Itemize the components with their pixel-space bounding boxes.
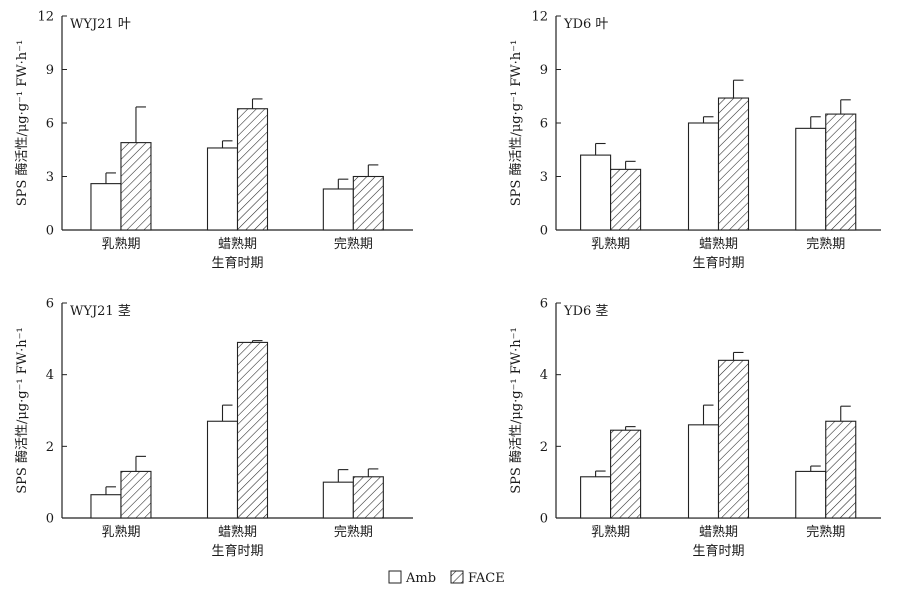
legend-swatch-amb <box>388 570 402 584</box>
y-tick-label: 0 <box>540 224 548 239</box>
x-tick-label: 蜡熟期 <box>699 524 738 540</box>
bar-face <box>825 420 857 519</box>
x-tick-label: 蜡熟期 <box>218 236 257 252</box>
y-tick-label: 0 <box>46 512 54 527</box>
y-tick-label: 2 <box>46 440 54 455</box>
y-tick-label: 6 <box>46 117 54 132</box>
legend: Amb FACE <box>388 570 505 586</box>
x-tick-label: 乳熟期 <box>101 236 140 252</box>
y-tick-label: 3 <box>46 170 54 185</box>
panel-title: WYJ21 茎 <box>70 304 131 319</box>
bar-amb <box>580 154 612 231</box>
y-tick-label: 12 <box>531 10 548 25</box>
bar-face <box>236 108 269 231</box>
bar-amb <box>795 470 827 519</box>
bar-amb <box>206 420 239 519</box>
bar-face <box>610 429 642 519</box>
bar-amb <box>322 481 354 519</box>
bar-face <box>352 476 384 519</box>
bar-face <box>236 341 269 519</box>
y-axis-title: SPS 酶活性/μg·g⁻¹ FW·h⁻¹ <box>508 327 524 493</box>
x-axis-title: 生育时期 <box>692 255 744 271</box>
x-tick-label: 乳熟期 <box>591 236 630 252</box>
x-tick-label: 乳熟期 <box>101 524 140 540</box>
bar-amb <box>580 476 612 519</box>
y-tick-label: 6 <box>540 117 548 132</box>
y-tick-label: 4 <box>46 368 54 383</box>
x-axis-title: 生育时期 <box>692 543 744 559</box>
x-tick-label: 蜡熟期 <box>218 524 257 540</box>
panel-title: WYJ21 叶 <box>70 17 131 32</box>
bar-face <box>717 359 750 519</box>
x-tick-label: 完熟期 <box>806 524 845 540</box>
bar-amb <box>687 122 720 231</box>
y-tick-label: 0 <box>540 512 548 527</box>
bar-face <box>352 175 384 231</box>
bar-face <box>717 97 750 231</box>
y-axis-title: SPS 酶活性/μg·g⁻¹ FW·h⁻¹ <box>14 327 30 493</box>
panel-title: YD6 茎 <box>563 304 608 319</box>
x-tick-label: 完熟期 <box>806 236 845 252</box>
legend-label-amb: Amb <box>405 571 436 586</box>
bar-amb <box>206 147 239 231</box>
y-tick-label: 9 <box>46 63 54 78</box>
x-tick-label: 完熟期 <box>334 524 373 540</box>
y-axis-title: SPS 酶活性/μg·g⁻¹ FW·h⁻¹ <box>14 40 30 206</box>
bar-amb <box>322 188 354 231</box>
x-axis-title: 生育时期 <box>211 255 263 271</box>
bar-face <box>120 470 152 519</box>
bar-face <box>120 142 152 231</box>
legend-label-face: FACE <box>468 571 505 586</box>
y-tick-label: 0 <box>46 224 54 239</box>
bar-amb <box>90 183 122 231</box>
y-tick-label: 9 <box>540 63 548 78</box>
y-tick-label: 6 <box>46 297 54 312</box>
y-tick-label: 3 <box>540 170 548 185</box>
y-axis-title: SPS 酶活性/μg·g⁻¹ FW·h⁻¹ <box>508 40 524 206</box>
panel-title: YD6 叶 <box>563 17 608 32</box>
x-tick-label: 蜡熟期 <box>699 236 738 252</box>
legend-swatch-face <box>450 570 464 584</box>
bar-amb <box>795 127 827 231</box>
x-tick-label: 完熟期 <box>334 236 373 252</box>
y-tick-label: 2 <box>540 440 548 455</box>
y-tick-label: 6 <box>540 297 548 312</box>
x-tick-label: 乳熟期 <box>591 524 630 540</box>
bar-face <box>610 168 642 231</box>
bar-amb <box>687 424 720 519</box>
bar-face <box>825 113 857 231</box>
x-axis-title: 生育时期 <box>211 543 263 559</box>
bar-amb <box>90 494 122 519</box>
y-tick-label: 12 <box>37 10 54 25</box>
y-tick-label: 4 <box>540 368 548 383</box>
